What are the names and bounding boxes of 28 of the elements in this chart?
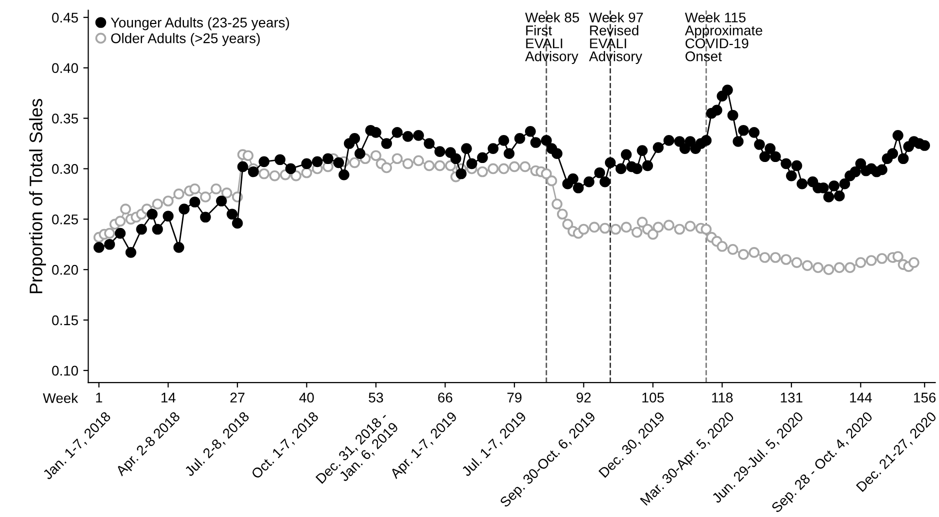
x-tick-label: 14	[162, 392, 176, 402]
x-tick-label: 79	[507, 392, 522, 403]
x-tick-label: 40	[299, 392, 314, 403]
y-tick-label: 0.30	[52, 164, 78, 174]
x-tick-label: 92	[576, 392, 591, 403]
x-tick-label: 66	[438, 392, 452, 403]
y-tick-label: 0.35	[52, 114, 78, 124]
x-tick-label: 156	[914, 392, 936, 403]
x-tick-label: 118	[712, 392, 733, 403]
y-tick-label: 0.20	[52, 264, 78, 275]
y-tick-label: 0.10	[52, 366, 78, 376]
y-tick-label: 0.40	[52, 63, 78, 74]
x-tick-label: 144	[850, 392, 872, 402]
y-tick-label: 0.45	[52, 12, 78, 23]
x-tick-label: 53	[368, 392, 384, 403]
y-tick-label: 0.15	[52, 315, 78, 326]
x-tick-label: 1	[96, 392, 102, 402]
legend-label: Older Adults (>25 years)	[111, 33, 260, 46]
ref-line-label: Week 115 Approximate COVID-19 Onset	[684, 12, 762, 62]
x-tick-label: 131	[780, 392, 802, 403]
x-tick-label: 27	[230, 392, 244, 402]
y-axis-title: Proportion of Total Sales	[29, 98, 46, 294]
x-tick-label: 105	[642, 392, 664, 403]
ref-line-label: Week 85 First EVALI Advisory	[525, 12, 580, 64]
legend-label: Younger Adults (23-25 years)	[110, 17, 290, 30]
x-axis-title: Week	[42, 392, 78, 404]
ref-line-label: Week 97 Revised EVALI Advisory	[589, 12, 643, 64]
y-tick-label: 0.25	[52, 214, 78, 224]
